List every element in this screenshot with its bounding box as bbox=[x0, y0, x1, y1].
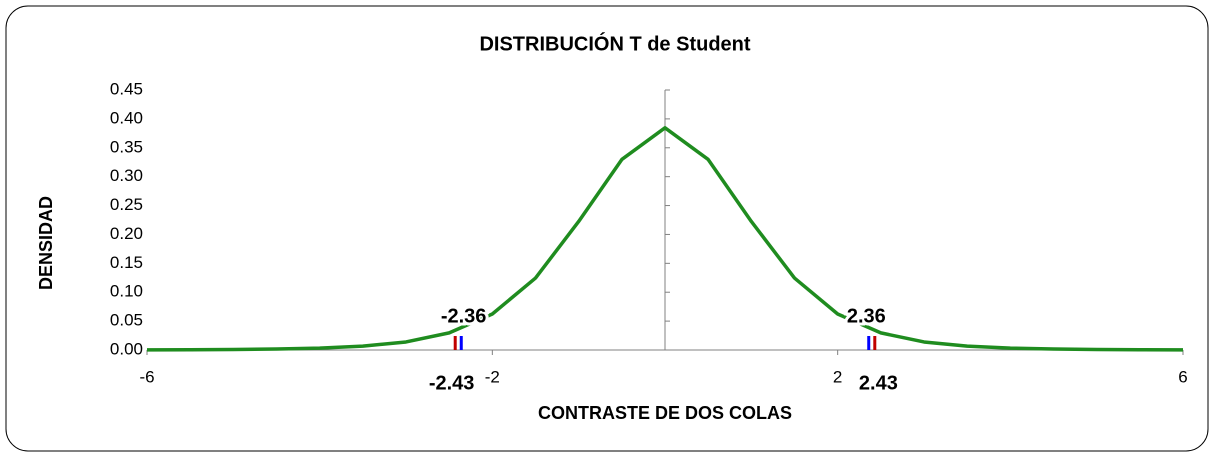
test-statistic-label: -2.43 bbox=[429, 372, 475, 394]
x-axis-label: CONTRASTE DE DOS COLAS bbox=[538, 403, 792, 423]
critical-value-label: -2.36 bbox=[441, 305, 487, 327]
y-tick-label: 0.00 bbox=[110, 339, 143, 358]
y-axis-label: DENSIDAD bbox=[36, 196, 56, 290]
critical-value-marker bbox=[459, 336, 463, 350]
y-tick-label: 0.05 bbox=[110, 311, 143, 330]
x-tick-label: -2 bbox=[485, 367, 500, 386]
y-tick-label: 0.25 bbox=[110, 195, 143, 214]
y-tick-label: 0.35 bbox=[110, 137, 143, 156]
chart-title: DISTRIBUCIÓN T de Student bbox=[479, 31, 750, 55]
x-tick-label: 2 bbox=[833, 367, 842, 386]
y-tick-label: 0.30 bbox=[110, 166, 143, 185]
critical-value-label: 2.36 bbox=[847, 305, 886, 327]
test-statistic-marker bbox=[453, 336, 457, 350]
chart-frame bbox=[5, 5, 1209, 452]
y-tick-label: 0.45 bbox=[110, 79, 143, 98]
test-statistic-marker bbox=[873, 336, 877, 350]
x-tick-label: 6 bbox=[1178, 367, 1187, 386]
y-tick-label: 0.10 bbox=[110, 282, 143, 301]
test-statistic-label: 2.43 bbox=[859, 372, 898, 394]
y-tick-label: 0.40 bbox=[110, 108, 143, 127]
critical-value-marker bbox=[867, 336, 871, 350]
x-tick-label: -6 bbox=[139, 367, 154, 386]
y-tick-label: 0.20 bbox=[110, 224, 143, 243]
y-tick-label: 0.15 bbox=[110, 253, 143, 272]
density-curve bbox=[146, 126, 1184, 352]
